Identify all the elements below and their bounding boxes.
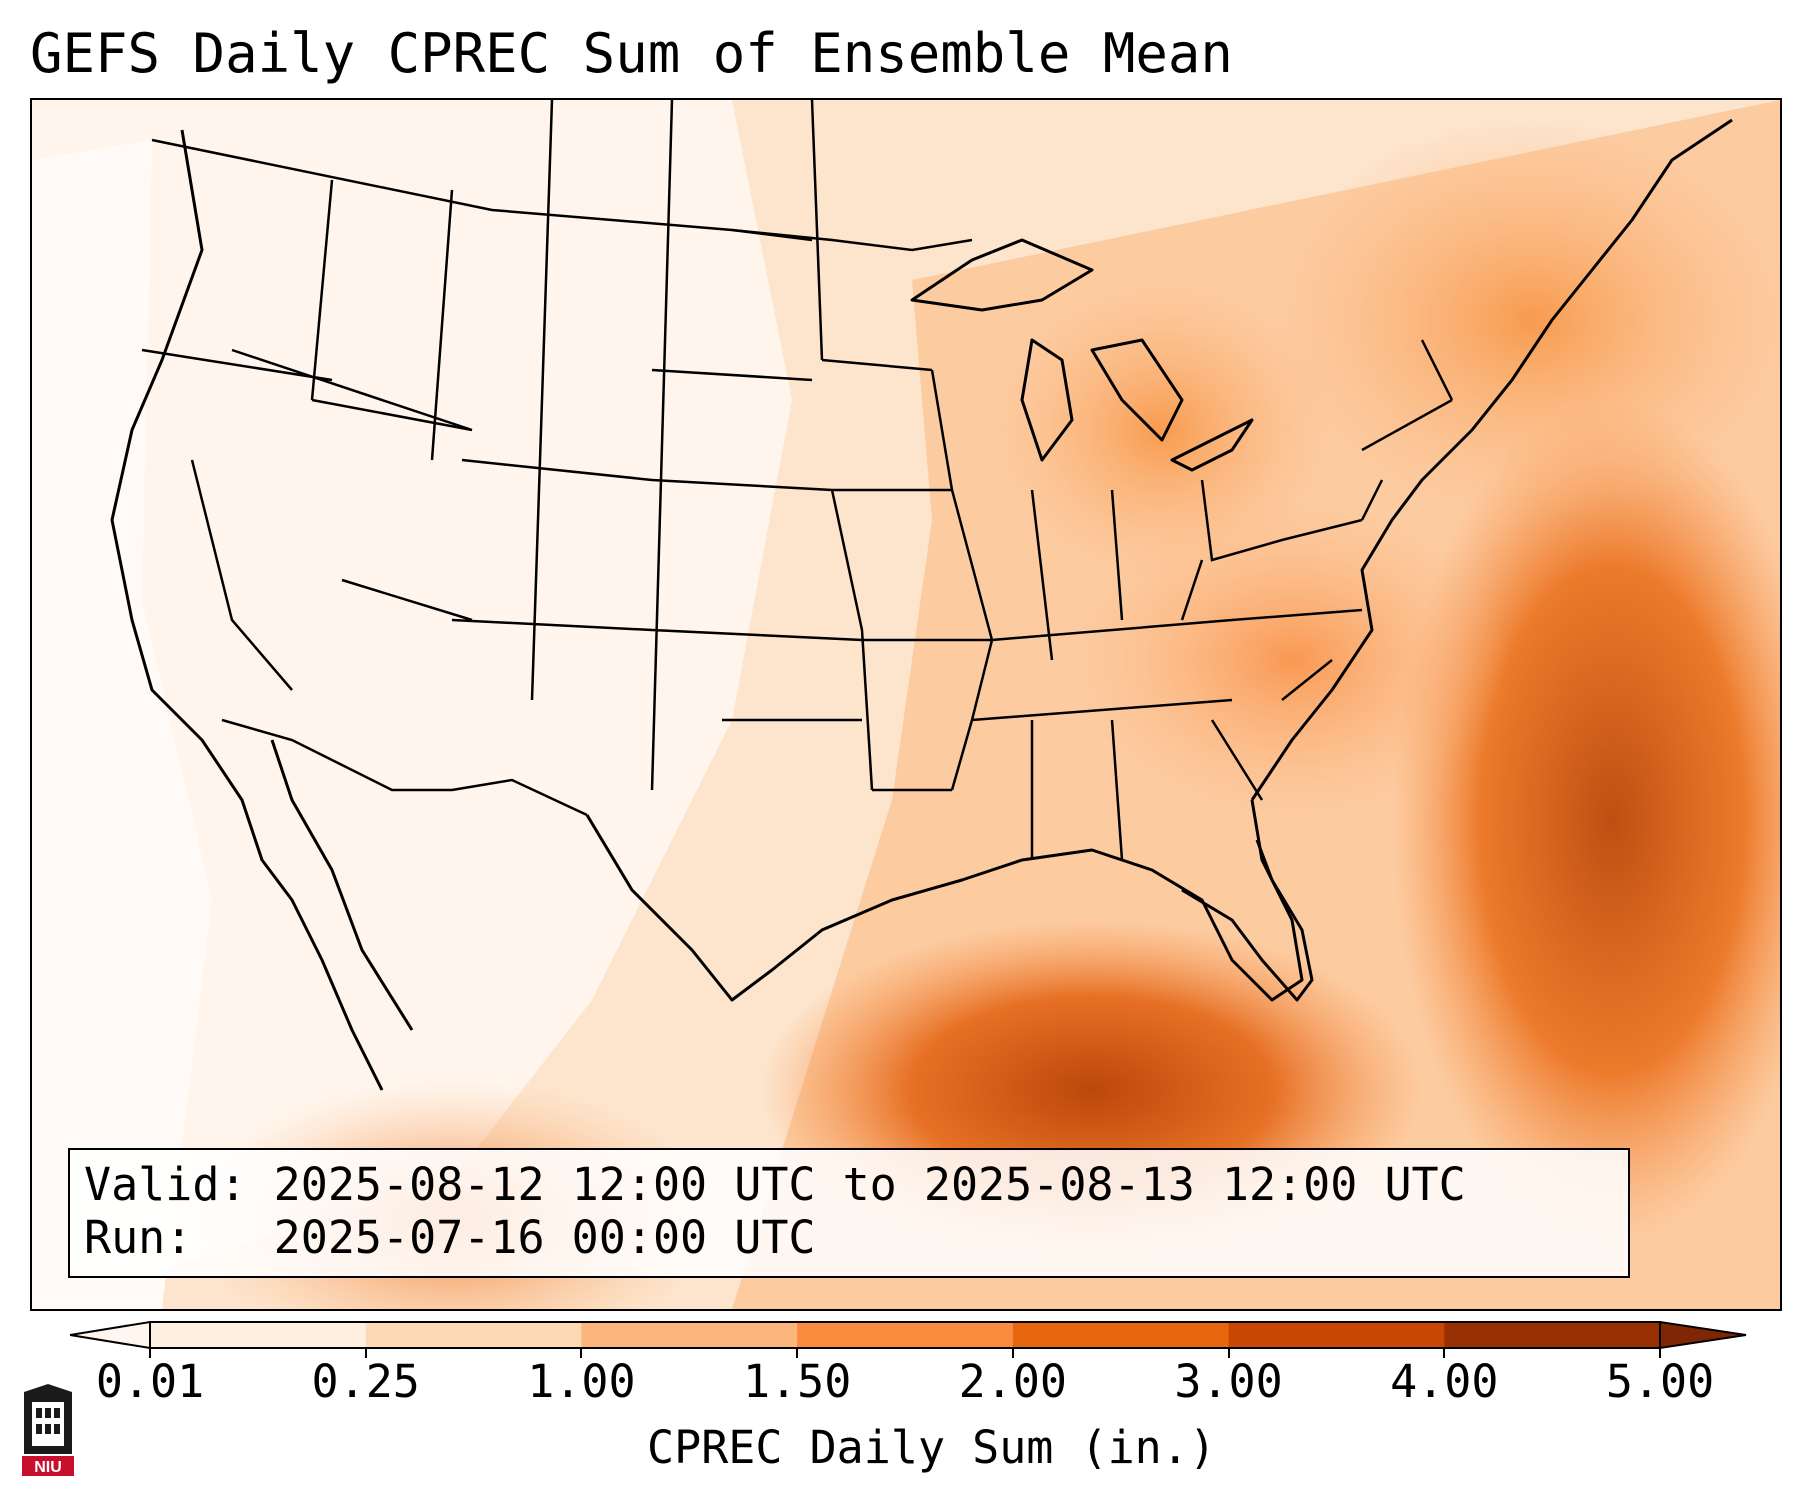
- colorbar-tick-mark: [580, 1348, 583, 1358]
- colorbar-border: [149, 1321, 1661, 1349]
- west-coastline: [110, 129, 384, 1091]
- colorbar-segment: [797, 1322, 1014, 1348]
- colorbar-segment: [150, 1322, 367, 1348]
- colorbar-segment: [1228, 1322, 1445, 1348]
- colorbar-segment: [1012, 1322, 1230, 1348]
- precip-field-pacific-dry: [32, 140, 212, 1309]
- state-lines-central: [731, 100, 994, 792]
- gulf-coastline: [585, 799, 1304, 1002]
- florida-outline: [1181, 839, 1314, 1002]
- colorbar-tick-mark: [364, 1348, 367, 1358]
- colorbar-tick-mark: [1443, 1348, 1446, 1358]
- run-label: Run:: [84, 1211, 193, 1264]
- colorbar-tick-label: 3.00: [1174, 1355, 1283, 1408]
- colorbar-tick-label: 0.01: [95, 1355, 205, 1408]
- valid-label: Valid:: [84, 1158, 247, 1211]
- run-row: Run: 2025-07-16 00:00 UTC: [84, 1211, 1614, 1264]
- colorbar-tick-mark: [1227, 1348, 1230, 1358]
- colorbar-segment: [365, 1322, 582, 1348]
- east-coastline: [1250, 118, 1733, 801]
- colorbar: [70, 1320, 1747, 1350]
- colorbar-segment: [1444, 1322, 1661, 1348]
- validity-info-box: Valid: 2025-08-12 12:00 UTC to 2025-08-1…: [68, 1148, 1630, 1278]
- precip-field-west-dry: [32, 100, 792, 1309]
- colorbar-tick-label: 1.50: [742, 1355, 852, 1408]
- valid-row: Valid: 2025-08-12 12:00 UTC to 2025-08-1…: [84, 1158, 1614, 1211]
- niu-logo: NIU: [22, 1384, 74, 1476]
- precip-field-northeast: [1272, 120, 1780, 520]
- precipitation-map[interactable]: [30, 98, 1782, 1311]
- mexico-border: [221, 718, 588, 817]
- great-lakes-superior: [910, 238, 1094, 312]
- colorbar-extend-min: [70, 1320, 151, 1350]
- colorbar-segment: [581, 1322, 798, 1348]
- svg-text:NIU: NIU: [34, 1459, 62, 1476]
- map-title: GEFS Daily CPREC Sum of Ensemble Mean: [30, 22, 1233, 85]
- state-lines-east: [971, 339, 1454, 861]
- precip-field-ohio-valley: [1072, 500, 1512, 820]
- precip-field-great-lakes: [992, 280, 1332, 580]
- colorbar-tick-mark: [1011, 1348, 1014, 1358]
- colorbar-tick-label: 0.25: [311, 1355, 420, 1408]
- colorbar-extend-max: [1659, 1320, 1747, 1350]
- valid-value: 2025-08-12 12:00 UTC to 2025-08-13 12:00…: [273, 1158, 1466, 1211]
- colorbar-tick-label: 2.00: [958, 1355, 1068, 1408]
- great-lakes-erie: [1170, 418, 1254, 472]
- baja-coastline: [270, 739, 414, 1031]
- colorbar-tick-mark: [149, 1348, 151, 1358]
- great-lakes-huron: [1090, 338, 1184, 442]
- colorbar-tick-mark: [1659, 1348, 1661, 1358]
- colorbar-tick-label: 5.00: [1605, 1355, 1715, 1408]
- colorbar-label: CPREC Daily Sum (in.): [647, 1421, 1216, 1474]
- colorbar-tick-label: 4.00: [1390, 1355, 1499, 1408]
- run-value: 2025-07-16 00:00 UTC: [273, 1211, 816, 1264]
- colorbar-tick-label: 1.00: [527, 1355, 636, 1408]
- great-lakes-michigan: [1020, 338, 1074, 462]
- state-lines-west: [141, 100, 863, 791]
- colorbar-tick-mark: [796, 1348, 799, 1358]
